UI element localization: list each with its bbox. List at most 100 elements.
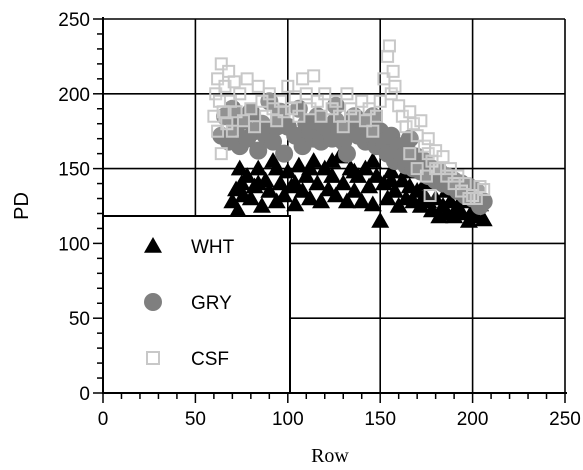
data-point-csf <box>340 87 354 101</box>
data-point-wht <box>300 189 319 206</box>
data-point-csf <box>325 102 339 116</box>
data-point-wht <box>312 192 331 209</box>
tick-labels: 0 50 100 150 200 250 0 50 100 150 200 250 <box>58 10 581 430</box>
data-point-csf <box>355 94 369 108</box>
data-point-csf <box>216 105 230 119</box>
data-point-wht <box>411 197 430 213</box>
data-point-wht <box>249 159 268 176</box>
data-point-csf <box>255 94 269 108</box>
data-point-wht <box>275 186 294 203</box>
data-point-csf <box>209 87 223 101</box>
data-point-wht <box>300 159 319 176</box>
data-point-csf <box>207 109 221 123</box>
data-point-csf <box>388 79 402 93</box>
data-point-gry <box>264 132 283 151</box>
data-point-csf <box>410 162 424 176</box>
legend-label-gry: GRY <box>191 293 232 314</box>
data-point-csf <box>362 102 376 116</box>
data-point-csf <box>443 162 457 176</box>
data-point-csf <box>310 94 324 108</box>
y-tick-label: 100 <box>58 234 90 255</box>
data-point-csf <box>225 124 239 138</box>
data-point-wht <box>286 174 305 191</box>
data-point-wht <box>474 210 493 227</box>
x-tick-label: 0 <box>98 409 109 430</box>
data-point-wht <box>363 195 382 212</box>
data-point-wht <box>271 174 290 191</box>
data-point-csf <box>381 49 395 63</box>
data-point-wht <box>286 195 305 212</box>
y-tick-label: 200 <box>58 85 90 106</box>
data-point-csf <box>421 147 435 161</box>
axes <box>102 17 567 394</box>
data-point-csf <box>333 109 347 123</box>
y-axis-label: PD <box>11 192 33 220</box>
tick-marks <box>93 18 566 403</box>
x-tick-label: 50 <box>185 409 206 430</box>
data-point-wht <box>230 159 249 176</box>
data-point-csf <box>212 94 226 108</box>
data-point-csf <box>384 87 398 101</box>
data-point-csf <box>373 94 387 108</box>
data-point-wht <box>459 211 478 228</box>
data-point-csf <box>344 102 358 116</box>
data-point-csf <box>347 109 361 123</box>
data-point-csf <box>303 102 317 116</box>
data-point-csf <box>399 120 413 134</box>
data-point-csf <box>244 102 258 116</box>
data-point-wht <box>352 192 371 209</box>
data-point-wht <box>267 159 286 176</box>
data-point-csf <box>392 99 406 113</box>
legend-marker-csf <box>146 351 160 365</box>
y-tick-label: 50 <box>69 309 90 330</box>
data-point-csf <box>414 114 428 128</box>
data-point-csf <box>458 177 472 191</box>
data-point-csf <box>410 129 424 143</box>
data-point-csf <box>429 162 443 176</box>
data-point-csf <box>229 105 243 119</box>
legend: WHT GRY CSF <box>102 215 291 394</box>
y-tick-label: 150 <box>58 160 90 181</box>
data-point-wht <box>363 152 382 168</box>
data-point-wht <box>228 201 247 218</box>
legend-marker-gry <box>144 293 162 311</box>
data-point-wht <box>367 167 386 183</box>
data-point-wht <box>371 211 390 228</box>
data-point-csf <box>227 75 241 89</box>
data-point-csf <box>299 87 313 101</box>
data-point-csf <box>451 169 465 183</box>
data-point-gry <box>275 144 294 163</box>
data-point-csf <box>403 105 417 119</box>
data-point-wht <box>241 189 260 206</box>
data-point-gry <box>337 144 356 163</box>
data-point-wht <box>249 174 268 191</box>
data-point-wht <box>326 186 345 203</box>
data-point-wht <box>323 152 342 168</box>
data-point-csf <box>248 120 262 134</box>
legend-frame <box>102 215 291 394</box>
data-point-csf <box>236 114 250 128</box>
data-point-csf <box>214 57 228 71</box>
data-point-wht <box>345 182 364 198</box>
data-point-csf <box>218 79 232 93</box>
data-point-csf <box>222 64 236 78</box>
data-point-csf <box>462 192 476 206</box>
data-point-csf <box>277 105 291 119</box>
data-point-csf <box>477 183 491 197</box>
data-point-csf <box>336 120 350 134</box>
data-point-csf <box>423 189 437 203</box>
data-point-csf <box>211 124 225 138</box>
y-tick-label: 0 <box>79 384 90 405</box>
data-point-csf <box>370 109 384 123</box>
data-point-wht <box>252 197 271 213</box>
data-point-csf <box>262 87 276 101</box>
data-point-csf <box>211 72 225 86</box>
data-point-csf <box>419 169 433 183</box>
x-axis-label: Row <box>311 445 349 467</box>
x-tick-label: 150 <box>364 409 396 430</box>
data-point-csf <box>240 72 254 86</box>
legend-marker-wht <box>144 237 162 253</box>
x-tick-label: 100 <box>272 409 304 430</box>
data-point-csf <box>403 147 417 161</box>
